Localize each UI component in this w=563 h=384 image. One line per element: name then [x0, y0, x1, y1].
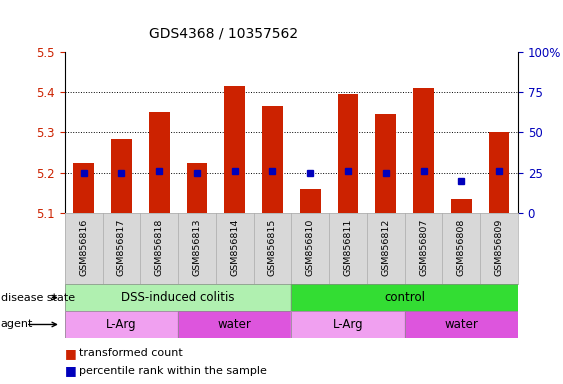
Bar: [262, 106, 283, 213]
Bar: [300, 189, 320, 213]
Text: transformed count: transformed count: [79, 348, 182, 358]
Bar: [111, 139, 132, 213]
Bar: [338, 94, 359, 213]
Text: GSM856815: GSM856815: [268, 219, 277, 276]
Bar: [292, 311, 405, 338]
Bar: [178, 311, 292, 338]
Bar: [186, 163, 207, 213]
Bar: [489, 132, 510, 213]
Bar: [292, 284, 518, 311]
Bar: [292, 311, 405, 338]
Text: agent: agent: [1, 319, 33, 329]
Text: GSM856807: GSM856807: [419, 219, 428, 276]
Text: GSM856816: GSM856816: [79, 219, 88, 276]
Text: GSM856814: GSM856814: [230, 219, 239, 276]
Bar: [405, 311, 518, 338]
Text: GSM856809: GSM856809: [494, 219, 503, 276]
Text: water: water: [444, 318, 478, 331]
Bar: [73, 163, 94, 213]
Text: control: control: [384, 291, 425, 304]
Bar: [65, 311, 178, 338]
Text: GDS4368 / 10357562: GDS4368 / 10357562: [149, 26, 298, 40]
Text: GSM856812: GSM856812: [381, 219, 390, 276]
Text: GSM856808: GSM856808: [457, 219, 466, 276]
Bar: [65, 284, 292, 311]
Text: percentile rank within the sample: percentile rank within the sample: [79, 366, 267, 376]
Bar: [451, 199, 472, 213]
Bar: [149, 112, 169, 213]
Bar: [376, 114, 396, 213]
Text: GSM856810: GSM856810: [306, 219, 315, 276]
Text: GSM856818: GSM856818: [155, 219, 164, 276]
Text: water: water: [218, 318, 252, 331]
Bar: [413, 88, 434, 213]
Text: GSM856813: GSM856813: [193, 219, 202, 276]
Text: ■: ■: [65, 347, 77, 360]
Bar: [292, 284, 518, 311]
Text: L-Arg: L-Arg: [333, 318, 363, 331]
Bar: [65, 311, 178, 338]
Text: L-Arg: L-Arg: [106, 318, 137, 331]
Bar: [178, 311, 292, 338]
Text: ■: ■: [65, 364, 77, 377]
Text: disease state: disease state: [1, 293, 75, 303]
Text: DSS-induced colitis: DSS-induced colitis: [121, 291, 235, 304]
Text: GSM856817: GSM856817: [117, 219, 126, 276]
Text: GSM856811: GSM856811: [343, 219, 352, 276]
Bar: [405, 311, 518, 338]
Bar: [224, 86, 245, 213]
Bar: [65, 284, 292, 311]
